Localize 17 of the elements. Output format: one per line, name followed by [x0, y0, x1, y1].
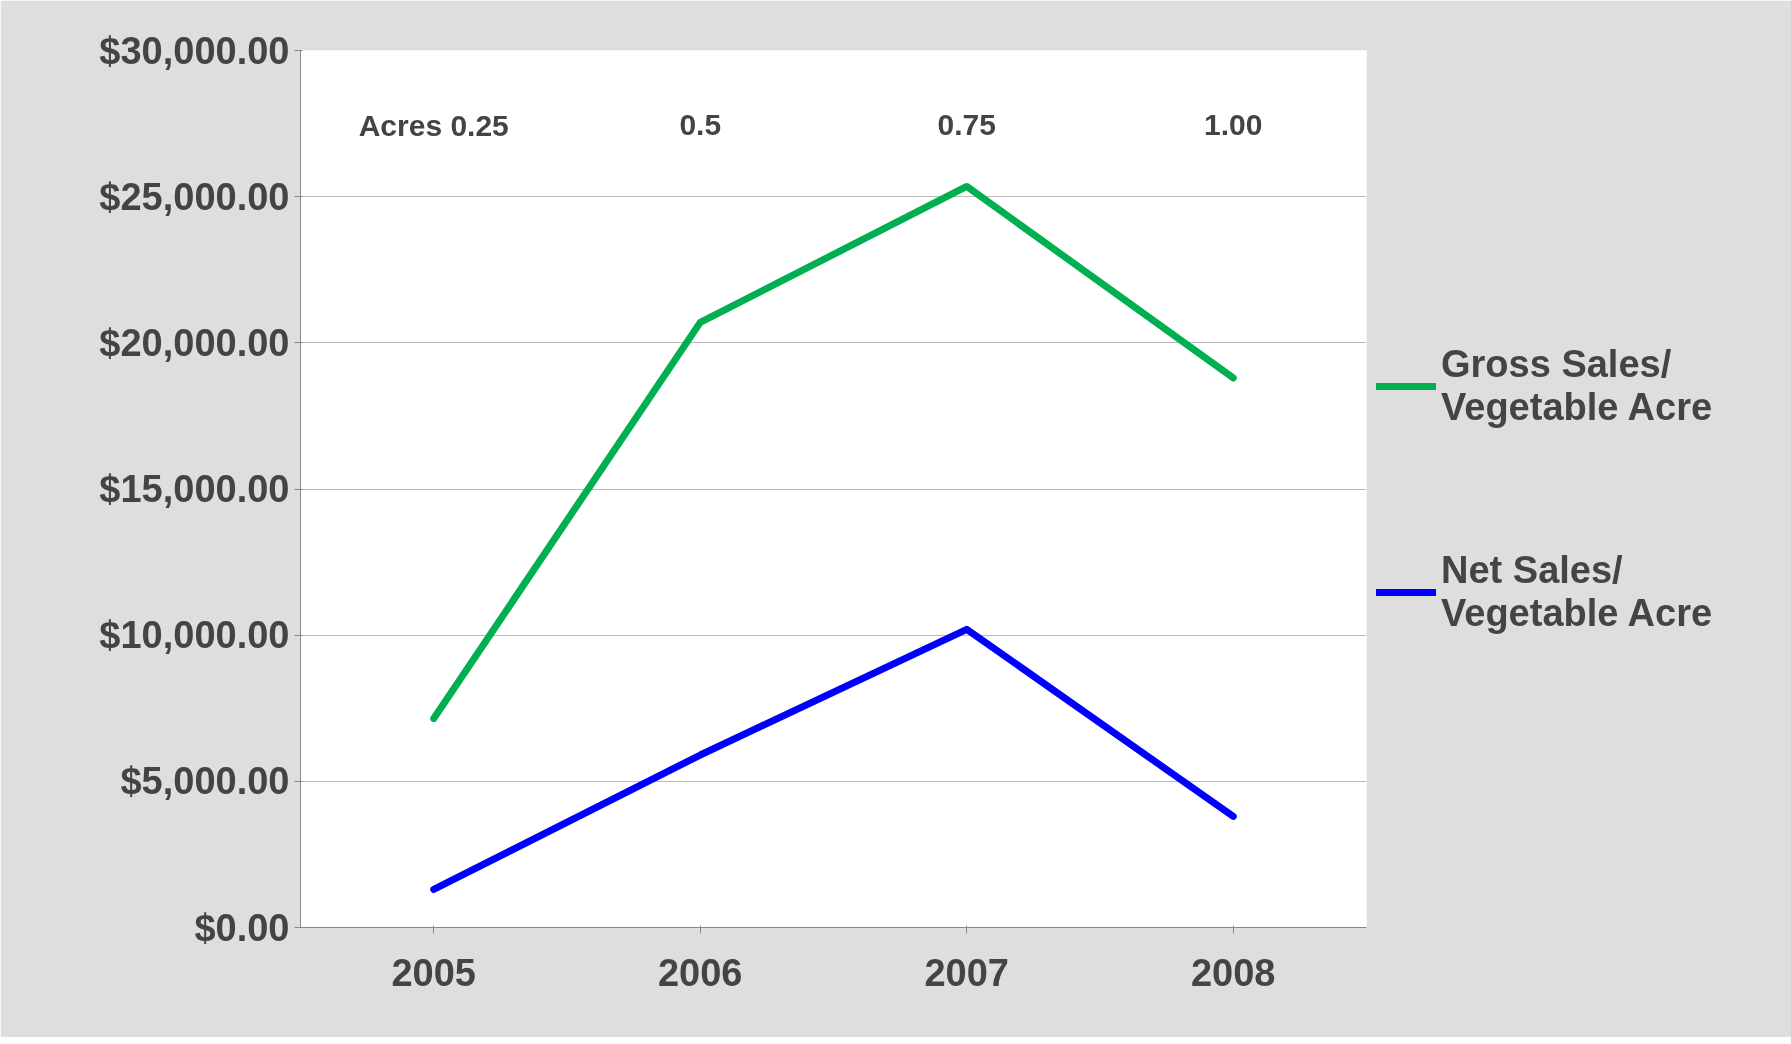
y-tick-label: $5,000.00 [120, 760, 290, 803]
annotation: 1.00 [1204, 108, 1263, 142]
annotation: Acres 0.25 [358, 108, 509, 142]
x-tick-label: 2008 [1190, 951, 1276, 994]
annotation: 0.5 [679, 108, 722, 142]
y-tick-label: $10,000.00 [99, 614, 290, 657]
legend-label: Net Sales/ Vegetable Acre [1441, 548, 1713, 635]
annotation: 0.75 [937, 108, 996, 142]
y-tick-label: $25,000.00 [99, 175, 290, 218]
y-tick-label: $30,000.00 [99, 29, 290, 72]
x-tick-label: 2005 [391, 951, 477, 994]
x-tick-label: 2006 [657, 951, 743, 994]
y-tick-label: $15,000.00 [99, 468, 290, 510]
y-tick-label: $0.00 [194, 906, 290, 949]
x-tick-label: 2007 [924, 951, 1010, 994]
y-tick-label: $20,000.00 [99, 321, 290, 364]
legend-label: Gross Sales/ Vegetable Acre [1441, 342, 1713, 429]
